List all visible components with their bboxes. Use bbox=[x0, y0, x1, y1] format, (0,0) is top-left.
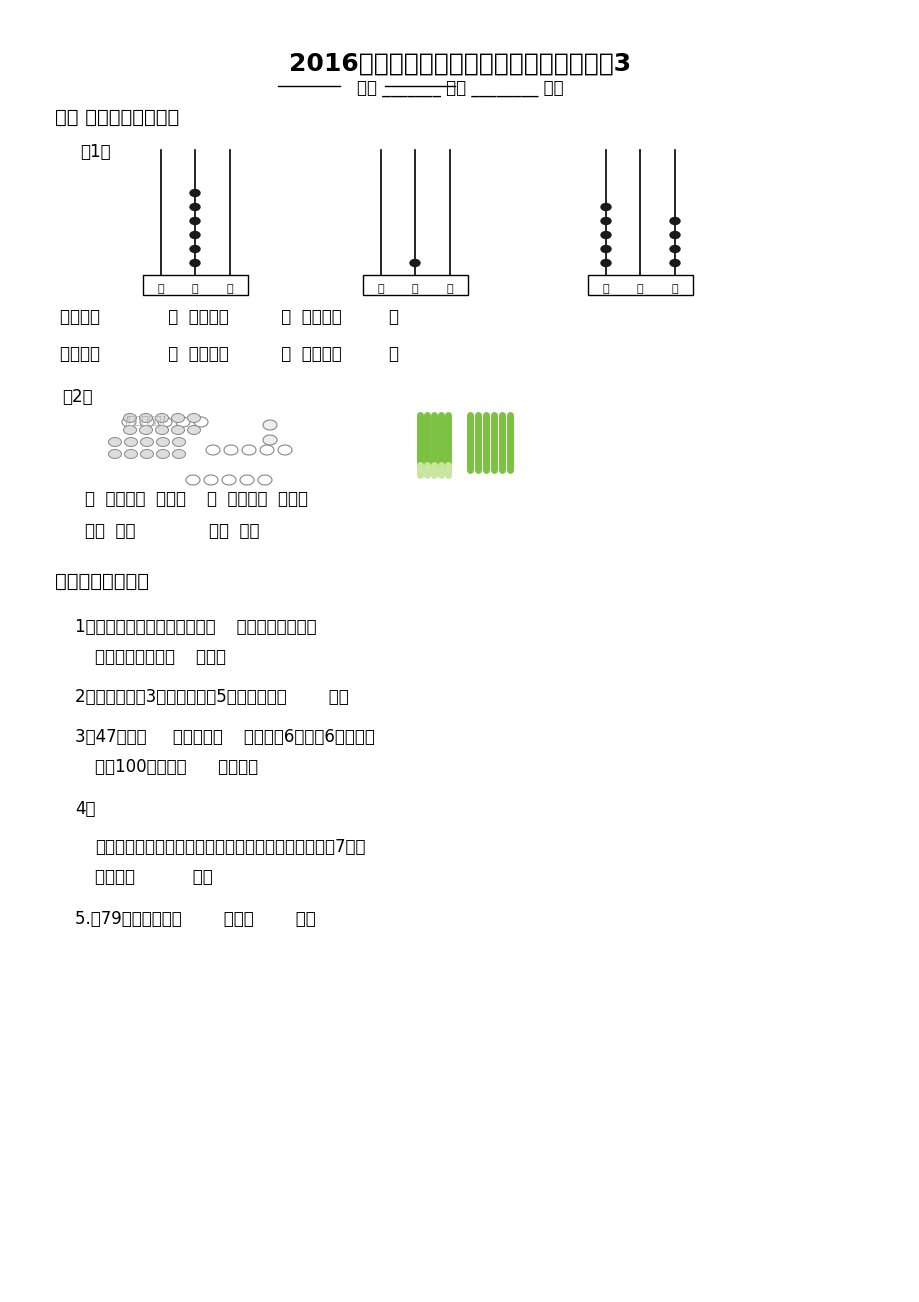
Text: 百: 百 bbox=[157, 284, 165, 294]
Ellipse shape bbox=[124, 449, 137, 458]
Ellipse shape bbox=[155, 414, 168, 423]
Text: 个: 个 bbox=[447, 284, 453, 294]
Ellipse shape bbox=[600, 259, 610, 267]
Text: 十: 十 bbox=[191, 284, 199, 294]
Text: 4．: 4． bbox=[75, 799, 96, 818]
Ellipse shape bbox=[669, 217, 679, 224]
Text: [鸡蛋盒图片]: [鸡蛋盒图片] bbox=[125, 415, 166, 424]
Text: 是（  ）。              是（  ）。: 是（ ）。 是（ ）。 bbox=[85, 522, 259, 540]
Ellipse shape bbox=[124, 437, 137, 447]
Bar bbox=[142, 275, 248, 296]
Text: （2）: （2） bbox=[62, 388, 93, 406]
Text: 5.和79相邻的数是（        ）和（        ）。: 5.和79相邻的数是（ ）和（ ）。 bbox=[75, 910, 315, 928]
Ellipse shape bbox=[156, 437, 169, 447]
Text: 有一个两位数，个位上的数是最大的一位数，十位上是7，这: 有一个两位数，个位上的数是最大的一位数，十位上是7，这 bbox=[95, 838, 365, 855]
Ellipse shape bbox=[190, 259, 199, 267]
Ellipse shape bbox=[140, 426, 153, 435]
Text: （1）: （1） bbox=[80, 143, 110, 161]
Ellipse shape bbox=[410, 259, 420, 267]
Text: 2016年人教版一年级数学下册第四单元试卷3: 2016年人教版一年级数学下册第四单元试卷3 bbox=[289, 52, 630, 76]
Text: 个: 个 bbox=[226, 284, 233, 294]
Ellipse shape bbox=[171, 414, 185, 423]
Text: （  ）个十（  ）个一    （  ）个十（  ）个一: （ ）个十（ ）个一 （ ）个十（ ）个一 bbox=[85, 490, 308, 508]
Ellipse shape bbox=[123, 426, 136, 435]
Ellipse shape bbox=[190, 190, 199, 197]
Ellipse shape bbox=[140, 414, 153, 423]
Text: 个数是（           ）。: 个数是（ ）。 bbox=[95, 868, 212, 885]
Ellipse shape bbox=[190, 217, 199, 224]
Text: 班级 _______ 姓名 ________ 等级: 班级 _______ 姓名 ________ 等级 bbox=[357, 79, 562, 98]
Text: 十: 十 bbox=[636, 284, 642, 294]
Text: 3．47里有（     ）个十和（    ）个一；6个十和6个一是（: 3．47里有（ ）个十和（ ）个一；6个十和6个一是（ bbox=[75, 728, 374, 746]
Ellipse shape bbox=[108, 437, 121, 447]
Ellipse shape bbox=[263, 421, 277, 430]
Text: 1．一个数从右边起第一位是（    ）位，第二位是（: 1．一个数从右边起第一位是（ ）位，第二位是（ bbox=[75, 618, 316, 635]
Text: 二、请你填一填。: 二、请你填一填。 bbox=[55, 572, 149, 591]
Ellipse shape bbox=[600, 217, 610, 224]
Ellipse shape bbox=[108, 449, 121, 458]
Ellipse shape bbox=[190, 246, 199, 253]
Text: 百: 百 bbox=[602, 284, 608, 294]
Text: 写作：（             ）  写作：（          ）  写作：（         ）: 写作：（ ） 写作：（ ） 写作：（ ） bbox=[60, 309, 399, 326]
Ellipse shape bbox=[156, 449, 169, 458]
Ellipse shape bbox=[600, 232, 610, 238]
Ellipse shape bbox=[600, 246, 610, 253]
Ellipse shape bbox=[600, 203, 610, 211]
Text: 一、 数一数，写一写。: 一、 数一数，写一写。 bbox=[55, 108, 179, 128]
Ellipse shape bbox=[190, 203, 199, 211]
Ellipse shape bbox=[141, 437, 153, 447]
Text: ）位，第三位是（    ）位。: ）位，第三位是（ ）位。 bbox=[95, 648, 226, 667]
Ellipse shape bbox=[171, 426, 185, 435]
Text: 个: 个 bbox=[671, 284, 677, 294]
Ellipse shape bbox=[141, 449, 153, 458]
Bar bbox=[587, 275, 692, 296]
Text: 读作：（             ）  读作：（          ）  读作：（         ）: 读作：（ ） 读作：（ ） 读作：（ ） bbox=[60, 345, 399, 363]
Ellipse shape bbox=[669, 246, 679, 253]
Text: 百: 百 bbox=[378, 284, 384, 294]
Ellipse shape bbox=[669, 232, 679, 238]
Ellipse shape bbox=[173, 449, 186, 458]
Ellipse shape bbox=[187, 414, 200, 423]
Ellipse shape bbox=[123, 414, 136, 423]
Ellipse shape bbox=[263, 435, 277, 445]
Text: 十: 十 bbox=[411, 284, 418, 294]
Ellipse shape bbox=[187, 426, 200, 435]
Ellipse shape bbox=[669, 259, 679, 267]
Bar bbox=[363, 275, 468, 296]
Text: 2．个位的数是3，十位的数是5，这个数是（        ）。: 2．个位的数是3，十位的数是5，这个数是（ ）。 bbox=[75, 687, 348, 706]
Ellipse shape bbox=[190, 232, 199, 238]
Ellipse shape bbox=[173, 437, 186, 447]
Text: ）；100里面有（      ）个十。: ）；100里面有（ ）个十。 bbox=[95, 758, 258, 776]
Ellipse shape bbox=[155, 426, 168, 435]
